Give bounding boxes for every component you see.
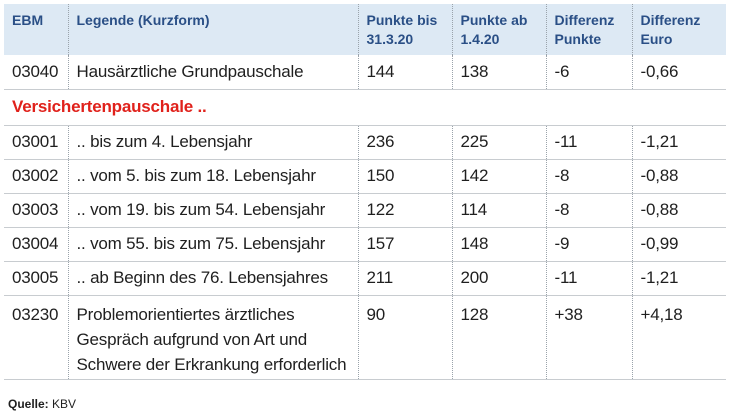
cell-punkte-bis: 236 (357, 125, 452, 160)
cell-punkte-bis: 122 (357, 193, 452, 228)
cell-ebm: 03004 (4, 227, 68, 262)
cell-differenz-punkte: +38 (545, 295, 632, 380)
cell-differenz-punkte: -11 (545, 125, 632, 160)
cell-differenz-euro: -0,88 (631, 159, 726, 194)
table-row: 03005 .. ab Beginn des 76. Lebensjahres … (4, 261, 726, 296)
cell-differenz-euro: -1,21 (631, 125, 726, 160)
cell-punkte-bis: 150 (357, 159, 452, 194)
cell-differenz-euro: -0,66 (631, 55, 726, 90)
cell-differenz-punkte: -11 (545, 261, 632, 296)
ebm-table: EBM Legende (Kurzform) Punkte bis 31.3.2… (4, 4, 726, 380)
cell-ebm: 03230 (4, 295, 68, 380)
cell-punkte-ab: 148 (451, 227, 546, 262)
header-ebm: EBM (4, 4, 68, 55)
cell-punkte-bis: 211 (357, 261, 452, 296)
table-row: 03040 Hausärztliche Grundpauschale 144 1… (4, 55, 726, 90)
table-row: 03004 .. vom 55. bis zum 75. Lebensjahr … (4, 227, 726, 262)
cell-ebm: 03002 (4, 159, 68, 194)
cell-differenz-punkte: -8 (545, 193, 632, 228)
cell-punkte-bis: 90 (357, 295, 452, 380)
section-heading: Versichertenpauschale .. (4, 89, 726, 126)
cell-legende: .. vom 5. bis zum 18. Lebensjahr (67, 159, 358, 194)
header-differenz-euro: Differenz Euro (631, 4, 726, 55)
table-row: 03002 .. vom 5. bis zum 18. Lebensjahr 1… (4, 159, 726, 194)
cell-differenz-euro: +4,18 (631, 295, 726, 380)
cell-punkte-ab: 225 (451, 125, 546, 160)
cell-ebm: 03003 (4, 193, 68, 228)
cell-differenz-punkte: -6 (545, 55, 632, 90)
source-note: Quelle: KBV (8, 397, 76, 411)
cell-ebm: 03001 (4, 125, 68, 160)
table-row: 03230 Problemorientiertes ärztliches Ges… (4, 295, 726, 380)
cell-punkte-ab: 138 (451, 55, 546, 90)
cell-differenz-punkte: -9 (545, 227, 632, 262)
cell-punkte-bis: 144 (357, 55, 452, 90)
cell-legende: .. vom 19. bis zum 54. Lebensjahr (67, 193, 358, 228)
source-value: KBV (52, 397, 77, 411)
cell-differenz-punkte: -8 (545, 159, 632, 194)
cell-ebm: 03005 (4, 261, 68, 296)
table-header: EBM Legende (Kurzform) Punkte bis 31.3.2… (4, 4, 726, 55)
cell-legende: Problemorientiertes ärztliches Gespräch … (67, 295, 358, 380)
cell-legende: Hausärztliche Grundpauschale (67, 55, 358, 90)
cell-punkte-ab: 142 (451, 159, 546, 194)
cell-ebm: 03040 (4, 55, 68, 90)
cell-differenz-euro: -0,88 (631, 193, 726, 228)
cell-legende-text: Problemorientiertes ärztliches Gespräch … (76, 304, 347, 374)
table-row: 03001 .. bis zum 4. Lebensjahr 236 225 -… (4, 125, 726, 160)
cell-legende: .. vom 55. bis zum 75. Lebensjahr (67, 227, 358, 262)
header-differenz-punkte: Differenz Punkte (545, 4, 632, 55)
cell-legende: .. bis zum 4. Lebensjahr (67, 125, 358, 160)
section-row: Versichertenpauschale .. (4, 89, 726, 126)
cell-differenz-euro: -1,21 (631, 261, 726, 296)
table-row: 03003 .. vom 19. bis zum 54. Lebensjahr … (4, 193, 726, 228)
cell-punkte-ab: 114 (451, 193, 546, 228)
cell-punkte-ab: 200 (451, 261, 546, 296)
cell-legende: .. ab Beginn des 76. Lebensjahres (67, 261, 358, 296)
cell-punkte-bis: 157 (357, 227, 452, 262)
source-label: Quelle: (8, 397, 49, 411)
ebm-table-container: EBM Legende (Kurzform) Punkte bis 31.3.2… (4, 4, 726, 380)
cell-punkte-ab: 128 (451, 295, 546, 380)
header-legende: Legende (Kurzform) (67, 4, 358, 55)
cell-differenz-euro: -0,99 (631, 227, 726, 262)
header-punkte-ab: Punkte ab 1.4.20 (451, 4, 546, 55)
header-punkte-bis: Punkte bis 31.3.20 (357, 4, 452, 55)
